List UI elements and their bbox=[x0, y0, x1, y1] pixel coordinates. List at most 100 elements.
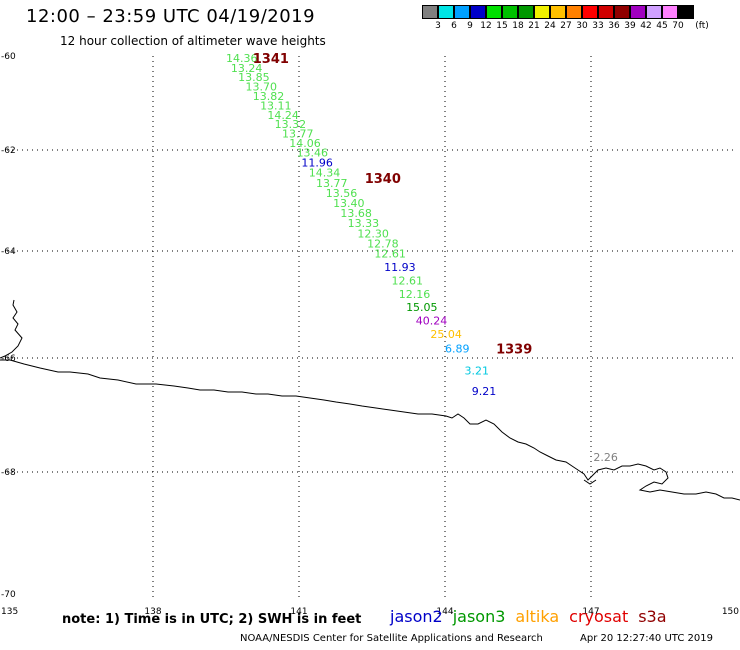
wave-height-value: 6.89 bbox=[445, 342, 470, 355]
wave-height-value: 14.34 bbox=[309, 167, 341, 180]
wave-height-value: 13.46 bbox=[297, 147, 329, 160]
wave-height-value: 11.96 bbox=[301, 157, 333, 170]
wave-height-value: 14.36 bbox=[226, 52, 258, 65]
legend-label: 6 bbox=[451, 21, 457, 31]
lon-tick-label: 135 bbox=[1, 607, 18, 617]
legend-unit: (ft) bbox=[695, 21, 709, 31]
legend-labels: 3 6 9 12 15 18 21 24 27 30 33 36 39 42 45 70 (ft) bbox=[422, 19, 740, 31]
lon-tick-label: 150 bbox=[722, 607, 739, 617]
legend-label: 30 bbox=[576, 21, 588, 31]
coastline bbox=[0, 299, 740, 501]
wave-height-value: 13.85 bbox=[238, 71, 270, 84]
legend-swatch bbox=[438, 5, 454, 19]
lon-tick-label: 147 bbox=[582, 607, 599, 617]
satellite-legend: jason2 jason3 altika cryosat s3a bbox=[390, 607, 677, 626]
lat-tick-label: -66 bbox=[1, 354, 16, 364]
legend-swatch bbox=[630, 5, 646, 19]
legend-swatch bbox=[518, 5, 534, 19]
wave-height-value: 9.21 bbox=[472, 385, 497, 398]
color-legend: 3 6 9 12 15 18 21 24 27 30 33 36 39 42 45 70 (ft) bbox=[422, 5, 740, 31]
legend-label: 42 bbox=[640, 21, 652, 31]
footer-credit: NOAA/NESDIS Center for Satellite Applica… bbox=[240, 633, 543, 644]
legend-label: 3 bbox=[435, 21, 441, 31]
wave-height-value: 14.06 bbox=[289, 137, 321, 150]
lat-tick-label: -62 bbox=[1, 146, 16, 156]
legend-swatch bbox=[678, 5, 694, 19]
satellite-name: jason2 bbox=[390, 607, 443, 626]
satellite-name: cryosat bbox=[569, 607, 629, 626]
pass-time-label: 1340 bbox=[365, 172, 401, 187]
wave-height-value: 15.05 bbox=[406, 301, 438, 314]
map-subtitle: 12 hour collection of altimeter wave hei… bbox=[60, 34, 326, 48]
wave-height-value: 25.04 bbox=[430, 328, 462, 341]
pass-time-label: 1339 bbox=[496, 342, 532, 357]
wave-height-value: 13.56 bbox=[326, 187, 358, 200]
wave-height-value: 12.61 bbox=[374, 248, 406, 261]
legend-swatch bbox=[582, 5, 598, 19]
lon-tick-label: 141 bbox=[290, 607, 307, 617]
wave-height-value: 2.26 bbox=[593, 451, 618, 464]
lon-tick-label: 144 bbox=[436, 607, 453, 617]
wave-height-value: 13.82 bbox=[253, 90, 285, 103]
legend-swatch bbox=[598, 5, 614, 19]
legend-label: 33 bbox=[592, 21, 604, 31]
legend-label: 45 bbox=[656, 21, 668, 31]
legend-swatch bbox=[470, 5, 486, 19]
legend-label: 12 bbox=[480, 21, 492, 31]
legend-swatch bbox=[422, 5, 438, 19]
legend-label: 39 bbox=[624, 21, 636, 31]
lat-tick-label: -68 bbox=[1, 468, 16, 478]
satellite-name: altika bbox=[515, 607, 560, 626]
legend-label: 18 bbox=[512, 21, 524, 31]
wave-height-value: 13.70 bbox=[245, 81, 277, 94]
legend-swatch bbox=[662, 5, 678, 19]
wave-height-value: 13.24 bbox=[231, 62, 263, 75]
axis-labels: 135 138 141 144 147 150 -60 -62 -64 -66 -68 -70 bbox=[1, 52, 739, 617]
legend-swatch bbox=[566, 5, 582, 19]
lat-tick-label: -64 bbox=[1, 247, 16, 257]
lat-tick-label: -60 bbox=[1, 52, 16, 62]
wave-height-value: 13.11 bbox=[260, 99, 292, 112]
satellite-name: jason3 bbox=[452, 607, 506, 626]
legend-swatch bbox=[502, 5, 518, 19]
legend-label: 15 bbox=[496, 21, 508, 31]
wave-height-value: 13.32 bbox=[275, 118, 307, 131]
legend-swatch bbox=[550, 5, 566, 19]
footer-timestamp: Apr 20 12:27:40 UTC 2019 bbox=[580, 633, 713, 644]
wave-height-value: 12.61 bbox=[391, 274, 423, 287]
wave-height-value: 13.77 bbox=[282, 128, 314, 141]
wave-height-value: 13.33 bbox=[348, 217, 380, 230]
legend-label: 21 bbox=[528, 21, 540, 31]
map-title: 12:00 – 23:59 UTC 04/19/2019 bbox=[26, 6, 316, 27]
wave-height-value: 40.24 bbox=[416, 315, 448, 328]
wave-height-value: 12.30 bbox=[357, 227, 389, 240]
pass-time-marks: 1341 1340 1339 bbox=[253, 52, 533, 357]
footer-note: note: 1) Time is in UTC; 2) SWH is in fe… bbox=[62, 612, 362, 627]
lat-lon-grid bbox=[7, 56, 737, 600]
wave-height-value: 13.68 bbox=[340, 207, 372, 220]
wave-height-value: 13.40 bbox=[333, 197, 365, 210]
legend-swatch bbox=[454, 5, 470, 19]
legend-label: 9 bbox=[467, 21, 473, 31]
wave-height-value: 12.16 bbox=[399, 288, 431, 301]
legend-swatch bbox=[486, 5, 502, 19]
wave-height-value: 3.21 bbox=[464, 365, 489, 378]
lat-tick-label: -70 bbox=[1, 590, 16, 600]
wave-height-value: 13.77 bbox=[316, 177, 348, 190]
pass-time-label: 1341 bbox=[253, 52, 289, 67]
legend-swatch bbox=[614, 5, 630, 19]
legend-label: 27 bbox=[560, 21, 572, 31]
wave-height-observations: 14.3613.2413.8513.7013.8213.1114.2413.32… bbox=[226, 52, 618, 464]
legend-label: 36 bbox=[608, 21, 620, 31]
legend-swatches bbox=[422, 5, 740, 19]
legend-label: 24 bbox=[544, 21, 556, 31]
coastline-inlet bbox=[583, 479, 597, 485]
wave-height-value: 14.24 bbox=[267, 109, 299, 122]
wave-height-value: 12.78 bbox=[367, 237, 399, 250]
legend-label: 70 bbox=[672, 21, 684, 31]
satellite-name: s3a bbox=[638, 607, 667, 626]
wave-height-value: 11.93 bbox=[384, 261, 416, 274]
lon-tick-label: 138 bbox=[144, 607, 161, 617]
coastline-path bbox=[0, 299, 740, 501]
